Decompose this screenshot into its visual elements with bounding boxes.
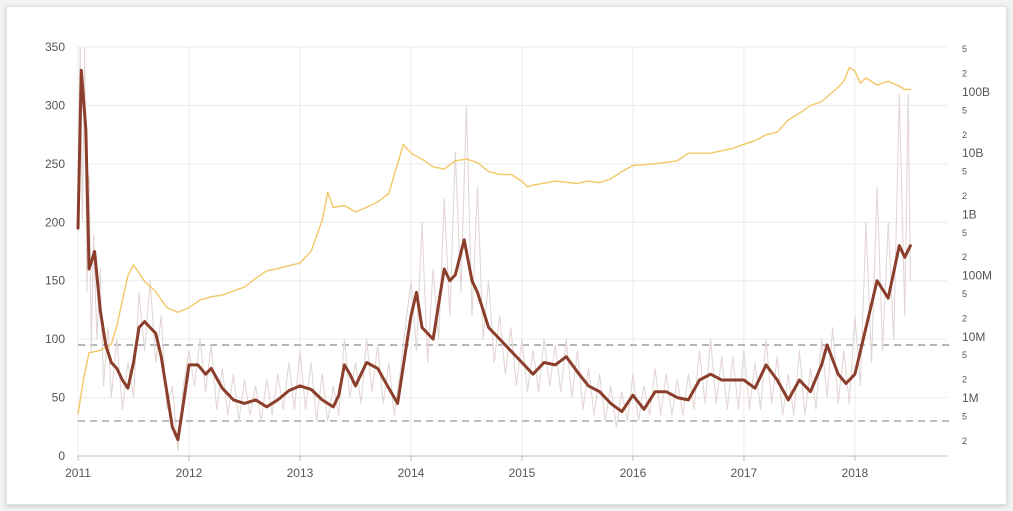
x-tick-label: 2016 — [620, 466, 647, 480]
y-right-minor-label: 5 — [962, 44, 967, 54]
ratio-chart: 0 50 100 150 200 250 300 350 1M 2 5 10M 2 5 100M 2 5 1B 2… — [45, 40, 992, 480]
y-right-minor-label: 2 — [962, 69, 967, 79]
y-right-tick-label: 100M — [962, 269, 992, 283]
series-line-raw_ratio — [77, 46, 911, 451]
y-right-minor-label: 5 — [962, 350, 967, 360]
y-right-tick-label: 1B — [962, 207, 977, 221]
series-line-network_value — [77, 66, 912, 415]
raw-ratio-layer — [77, 46, 911, 451]
y-right-minor-label: 2 — [962, 436, 967, 446]
y-right-minor-label: 5 — [962, 228, 967, 238]
y-right-minor-label: 5 — [962, 289, 967, 299]
ratio-average-layer — [76, 68, 912, 442]
y-left-tick-label: 200 — [45, 215, 65, 229]
y-left-tick-label: 150 — [45, 274, 65, 288]
x-tick-label: 2015 — [509, 466, 536, 480]
x-tick-label: 2014 — [398, 466, 425, 480]
y-right-tick-label: 100B — [962, 85, 990, 99]
y-right-minor-label: 5 — [962, 411, 967, 421]
left-axis: 0 50 100 150 200 250 300 350 — [45, 40, 65, 463]
chart-card: 0 50 100 150 200 250 300 350 1M 2 5 10M 2 5 100M 2 5 1B 2… — [6, 6, 1007, 505]
x-tick-label: 2018 — [842, 466, 869, 480]
y-right-minor-label: 2 — [962, 191, 967, 201]
y-right-tick-label: 1M — [962, 391, 979, 405]
network-value-layer — [77, 66, 912, 415]
y-left-tick-label: 350 — [45, 40, 65, 54]
right-axis: 1M 2 5 10M 2 5 100M 2 5 1B 2 5 10B 2 5 100B 2 5 5 2 — [962, 44, 992, 446]
y-left-tick-label: 300 — [45, 98, 65, 112]
y-right-tick-label: 10M — [962, 330, 985, 344]
reference-lines — [78, 344, 953, 422]
x-tick-label: 2011 — [65, 466, 91, 480]
y-left-tick-label: 250 — [45, 157, 65, 171]
y-right-minor-label: 5 — [962, 167, 967, 177]
x-tick-label: 2013 — [287, 466, 314, 480]
y-right-minor-label: 2 — [962, 252, 967, 262]
y-left-tick-label: 0 — [58, 449, 65, 463]
y-right-minor-label: 2 — [962, 130, 967, 140]
grid-layer — [77, 46, 947, 456]
y-left-tick-label: 100 — [45, 332, 65, 346]
y-right-tick-label: 10B — [962, 146, 983, 160]
series-line-ratio_average — [76, 68, 912, 442]
y-right-minor-label: 2 — [962, 313, 967, 323]
x-tick-label: 2017 — [731, 466, 758, 480]
y-right-minor-label: 5 — [962, 105, 967, 115]
x-tick-label: 2012 — [176, 466, 203, 480]
y-right-minor-label: 2 — [962, 375, 967, 385]
y-left-tick-label: 50 — [52, 391, 66, 405]
bottom-axis: 2011 2012 2013 2014 2015 2016 2017 2018 — [65, 455, 947, 480]
